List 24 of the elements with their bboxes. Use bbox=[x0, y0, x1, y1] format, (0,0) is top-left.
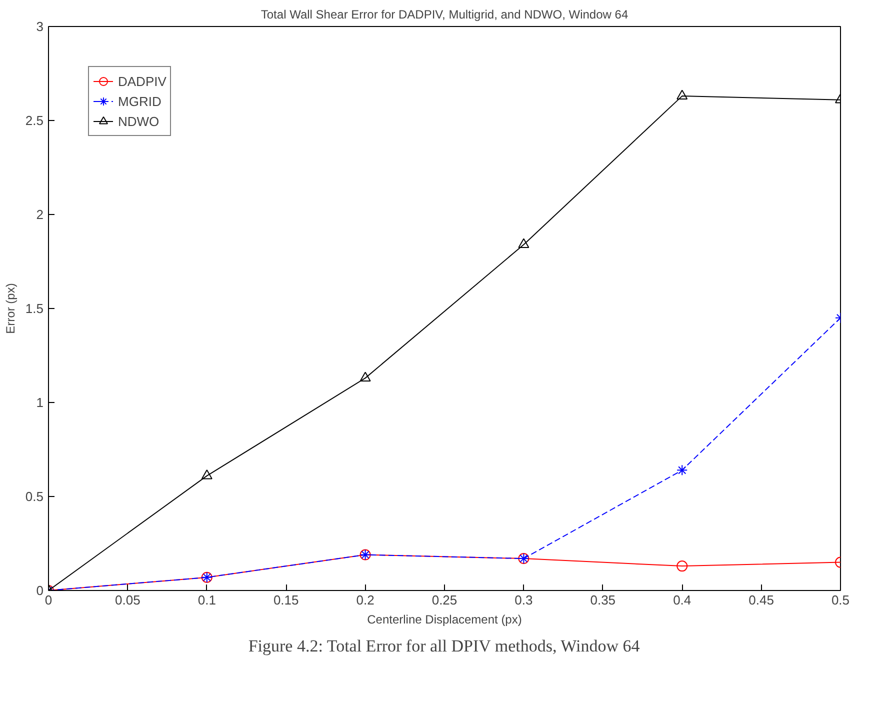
legend-label: MGRID bbox=[118, 94, 162, 108]
x-tick-label: 0.25 bbox=[432, 592, 458, 608]
x-axis-title: Centerline Displacement (px) bbox=[367, 612, 522, 626]
x-tick-label: 0.35 bbox=[590, 592, 616, 608]
x-tick-label: 0.2 bbox=[356, 592, 374, 608]
y-tick-label: 2 bbox=[36, 207, 44, 222]
y-axis-title: Error (px) bbox=[3, 283, 18, 334]
legend-label: NDWO bbox=[118, 114, 160, 128]
x-tick-label: 0.15 bbox=[273, 592, 299, 608]
legend-label: DADPIV bbox=[118, 74, 166, 88]
y-tick-label: 1 bbox=[36, 395, 44, 410]
y-tick-label: 0.5 bbox=[25, 489, 44, 504]
x-tick-label: 0.3 bbox=[514, 592, 533, 608]
x-tick-label: 0.45 bbox=[748, 592, 774, 608]
caption: Figure 4.2: Total Error for all DPIV methods, Window 64 bbox=[248, 636, 640, 656]
x-tick-label: 0.4 bbox=[673, 592, 692, 608]
y-tick-label: 1.5 bbox=[25, 301, 44, 316]
x-tick-label: 0.05 bbox=[115, 592, 140, 608]
x-tick-label: 0.5 bbox=[831, 592, 850, 608]
y-tick-label: 3 bbox=[36, 19, 44, 34]
y-tick-label: 0 bbox=[36, 583, 44, 598]
chart-title: Total Wall Shear Error for DADPIV, Multigrid, and NDWO, Window 64 bbox=[260, 8, 628, 22]
y-tick-label: 2.5 bbox=[25, 113, 44, 128]
x-tick-label: 0.1 bbox=[198, 592, 216, 608]
